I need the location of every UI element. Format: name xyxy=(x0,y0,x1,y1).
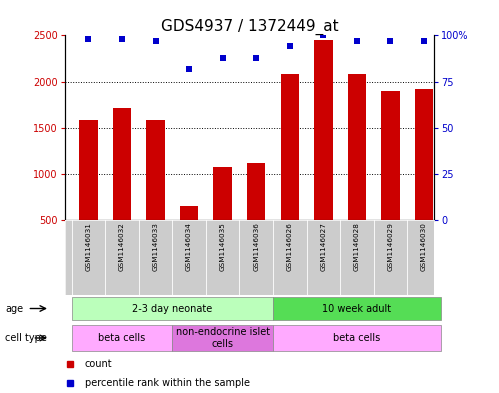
Text: count: count xyxy=(85,358,112,369)
Text: GSM1146034: GSM1146034 xyxy=(186,222,192,271)
Text: 10 week adult: 10 week adult xyxy=(322,303,392,314)
Text: GSM1146036: GSM1146036 xyxy=(253,222,259,271)
Bar xyxy=(146,120,165,220)
Text: percentile rank within the sample: percentile rank within the sample xyxy=(85,378,250,388)
Text: GSM1146033: GSM1146033 xyxy=(153,222,159,271)
Text: non-endocrine islet
cells: non-endocrine islet cells xyxy=(176,327,269,349)
Point xyxy=(118,36,126,42)
Bar xyxy=(172,325,273,351)
Point xyxy=(353,38,361,44)
Text: GSM1146035: GSM1146035 xyxy=(220,222,226,271)
Bar xyxy=(273,297,441,320)
Bar xyxy=(113,108,131,220)
Bar xyxy=(71,325,172,351)
Title: GDS4937 / 1372449_at: GDS4937 / 1372449_at xyxy=(161,19,338,35)
Bar xyxy=(314,40,332,220)
Bar xyxy=(381,91,400,220)
Text: GSM1146026: GSM1146026 xyxy=(287,222,293,271)
Bar xyxy=(214,167,232,220)
Text: GSM1146027: GSM1146027 xyxy=(320,222,326,271)
Text: beta cells: beta cells xyxy=(333,333,381,343)
Point xyxy=(185,66,193,72)
Point xyxy=(219,54,227,61)
Text: GSM1146029: GSM1146029 xyxy=(388,222,394,271)
Bar xyxy=(348,74,366,220)
Bar xyxy=(415,89,433,220)
Bar xyxy=(273,325,441,351)
Text: GSM1146030: GSM1146030 xyxy=(421,222,427,271)
Bar xyxy=(180,206,198,220)
Text: beta cells: beta cells xyxy=(98,333,146,343)
Point xyxy=(387,38,395,44)
Point xyxy=(286,43,294,50)
Point xyxy=(319,32,327,39)
Bar xyxy=(247,163,265,220)
Text: GSM1146032: GSM1146032 xyxy=(119,222,125,271)
Bar xyxy=(71,297,273,320)
Bar xyxy=(79,120,98,220)
Bar xyxy=(280,74,299,220)
Point xyxy=(420,38,428,44)
Text: GSM1146031: GSM1146031 xyxy=(85,222,91,271)
Text: cell type: cell type xyxy=(5,333,47,343)
Text: GSM1146028: GSM1146028 xyxy=(354,222,360,271)
Point xyxy=(152,38,160,44)
Text: 2-3 day neonate: 2-3 day neonate xyxy=(132,303,213,314)
Point xyxy=(84,36,92,42)
Point xyxy=(252,54,260,61)
Text: age: age xyxy=(5,303,23,314)
